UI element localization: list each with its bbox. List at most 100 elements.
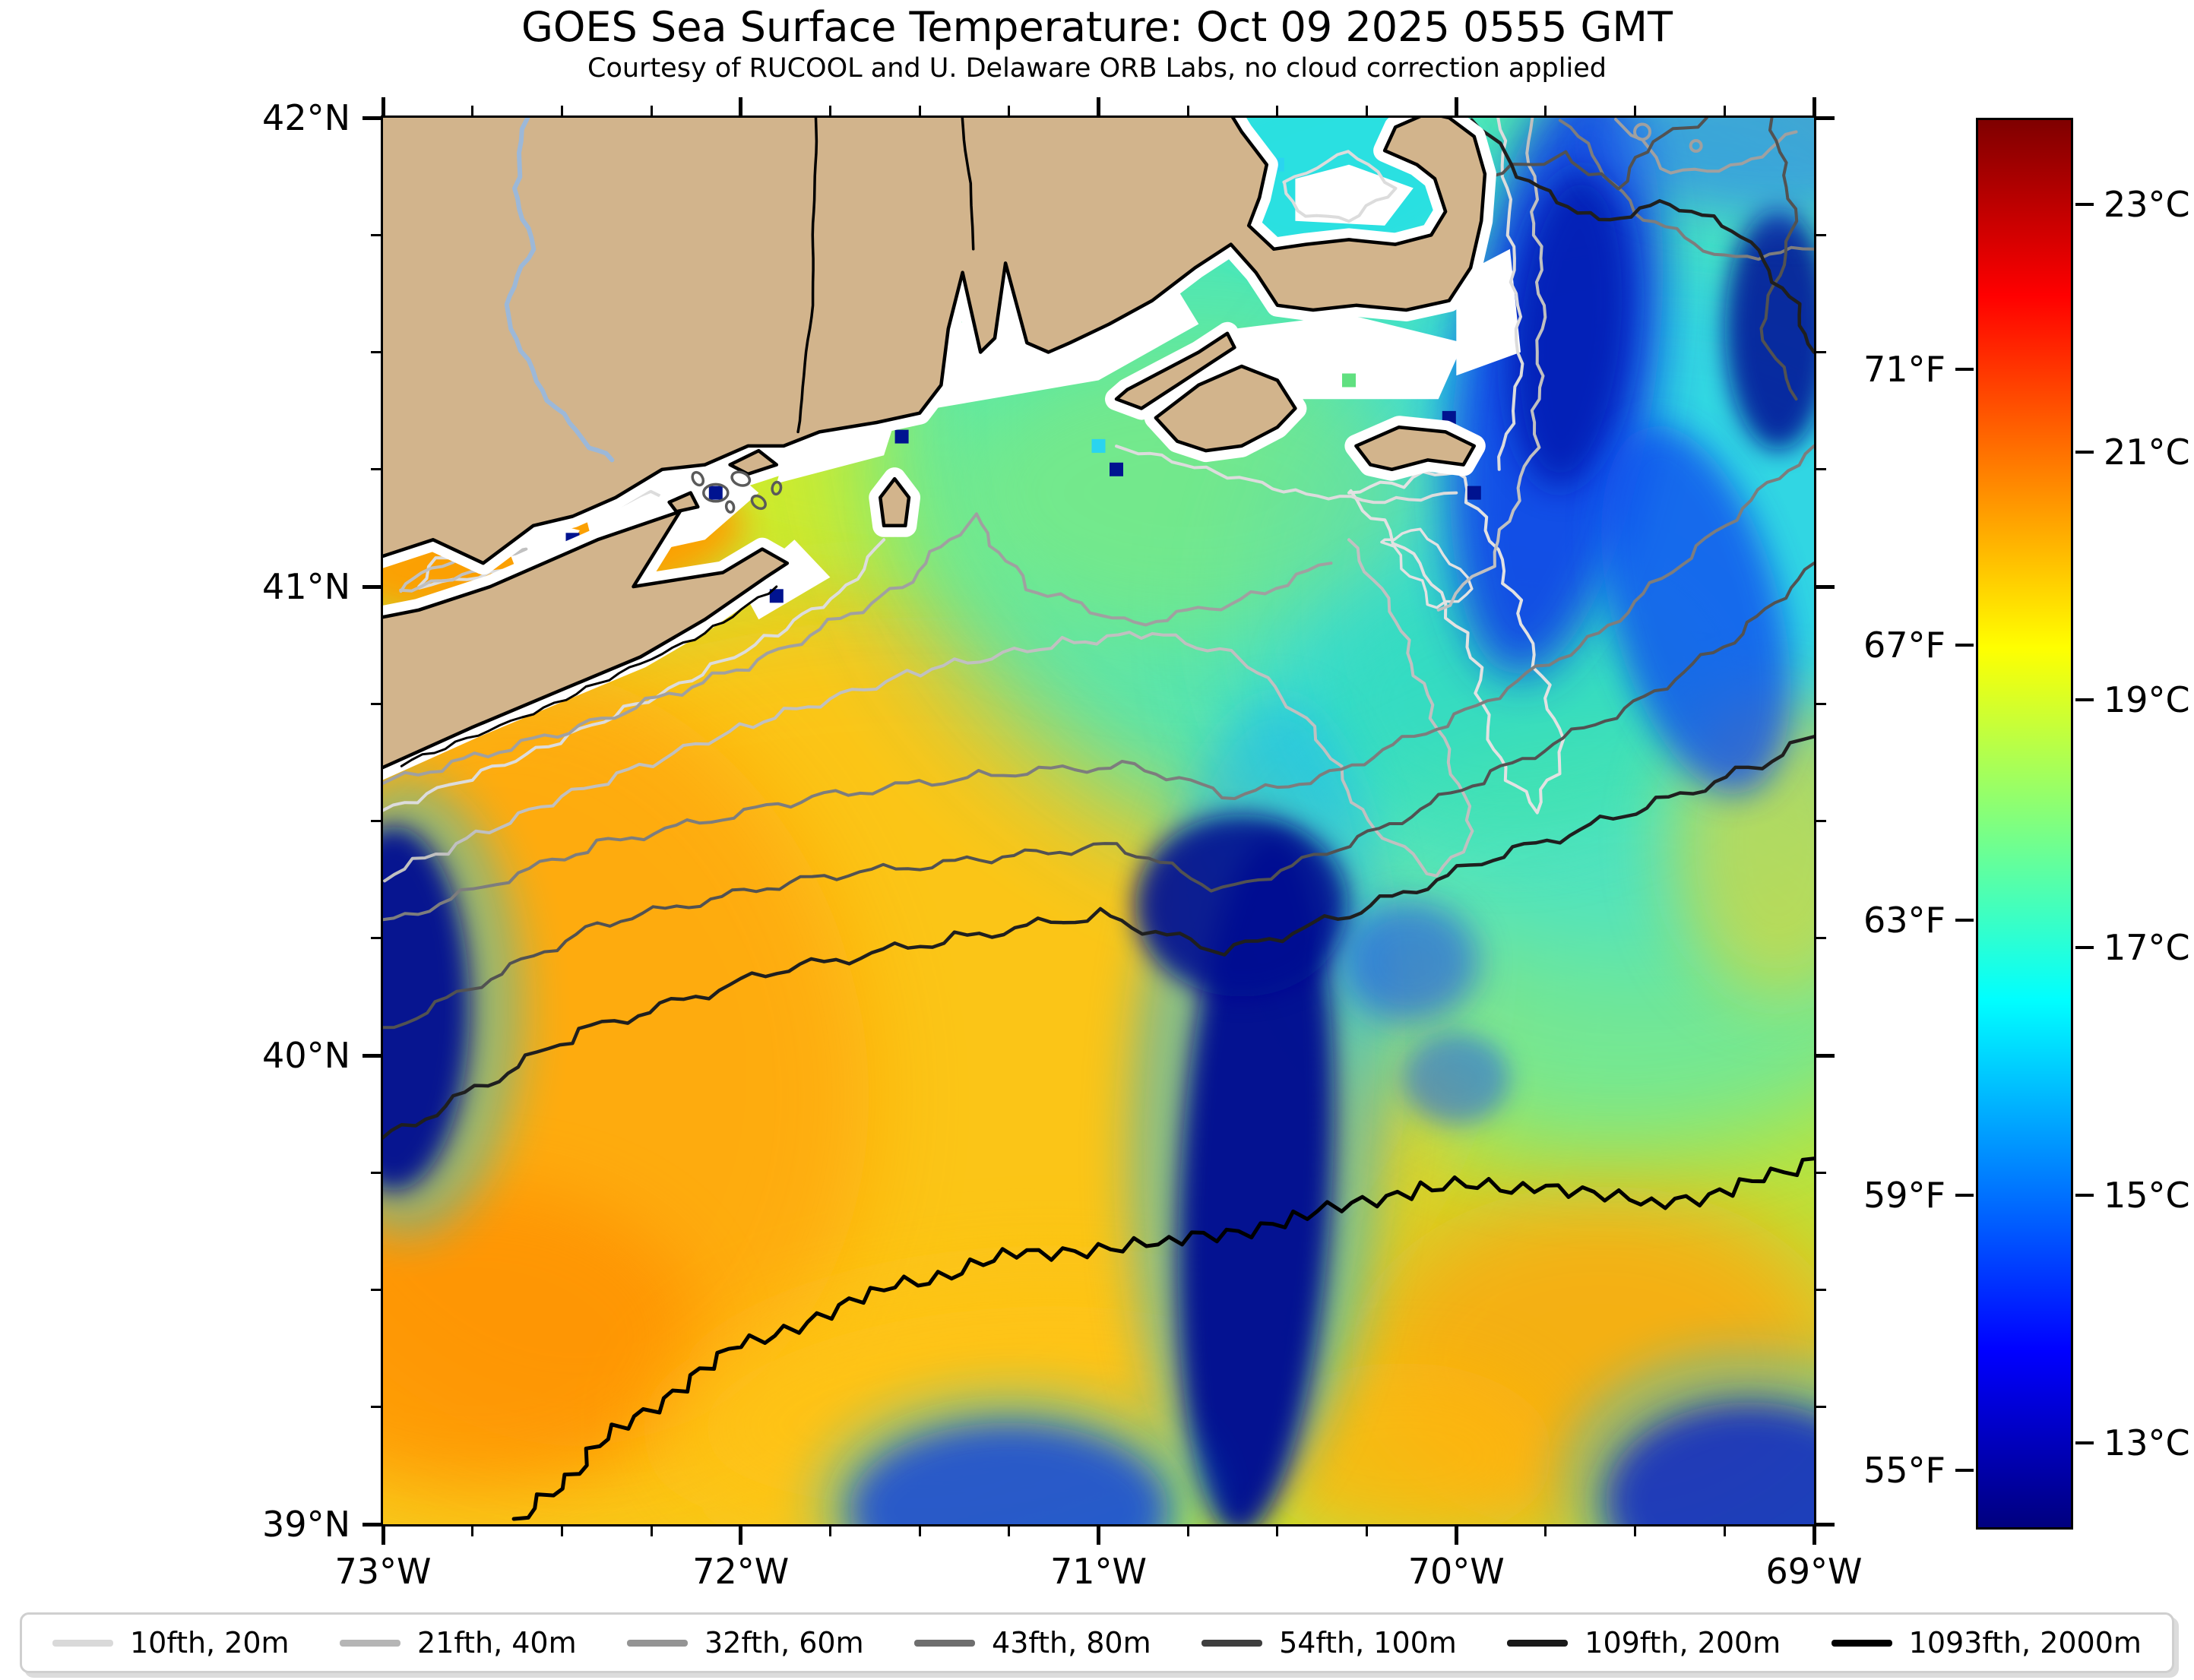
axis-tick [371,702,381,705]
axis-tick [1097,97,1100,115]
axis-tick [371,937,381,940]
colorbar-tick [2075,698,2094,702]
colorbar-celsius-label: 15°C [2104,1174,2190,1216]
axis-tick [1816,1171,1826,1174]
lon-tick-label: 71°W [1050,1551,1148,1592]
legend-label: 43fth, 80m [992,1626,1151,1659]
axis-tick [1816,233,1826,236]
legend-item: 32fth, 60m [627,1626,864,1659]
lat-tick-label: 40°N [262,1035,350,1076]
lon-tick-label: 70°W [1407,1551,1505,1592]
axis-tick [1816,1522,1835,1527]
colorbar [1976,118,2073,1530]
legend-contour-line-swatch [340,1639,401,1647]
axis-tick [1812,1527,1816,1545]
axis-tick [560,106,563,115]
lon-tick-label: 69°W [1765,1551,1863,1592]
axis-tick [1723,106,1726,115]
axis-tick [1816,1406,1826,1409]
page-title: GOES Sea Surface Temperature: Oct 09 202… [521,3,1673,51]
axis-tick [371,820,381,822]
colorbar-celsius-label: 21°C [2104,432,2190,473]
axis-tick [828,1527,831,1536]
colorbar-tick [1955,1193,1974,1197]
colorbar-celsius-label: 13°C [2104,1422,2190,1463]
legend-contour-line-swatch [627,1639,689,1647]
axis-tick [1816,584,1835,589]
colorbar-celsius-label: 17°C [2104,926,2190,968]
axis-tick [371,233,381,236]
axis-tick [1008,1527,1011,1536]
legend-item: 109fth, 200m [1507,1626,1781,1659]
legend-item: 21fth, 40m [340,1626,577,1659]
colorbar-tick [1955,368,1974,372]
colorbar-tick [2075,451,2094,454]
colorbar-tick [2075,945,2094,949]
axis-tick [739,97,743,115]
axis-tick [1634,1527,1637,1536]
legend-item: 10fth, 20m [52,1626,290,1659]
colorbar-tick [2075,1441,2094,1444]
colorbar-tick [1955,643,1974,647]
axis-tick [918,1527,921,1536]
legend-contour-line-swatch [914,1639,976,1647]
legend-label: 32fth, 60m [704,1626,864,1659]
lat-tick-label: 42°N [262,97,350,138]
axis-tick [1544,106,1547,115]
colorbar-tick [1955,918,1974,922]
axis-tick [1008,106,1011,115]
axis-tick [1097,1527,1100,1545]
axis-tick [371,1171,381,1174]
axis-tick [471,1527,474,1536]
colorbar-fahrenheit-label: 67°F [1863,624,1945,666]
axis-tick [1816,702,1826,705]
legend-label: 1093fth, 2000m [1908,1626,2142,1659]
lon-tick-label: 72°W [692,1551,790,1592]
legend-item: 1093fth, 2000m [1831,1626,2142,1659]
lon-tick-label: 73°W [334,1551,432,1592]
colorbar-fahrenheit-label: 71°F [1863,349,1945,391]
colorbar-fahrenheit-label: 55°F [1863,1450,1945,1492]
axis-tick [560,1527,563,1536]
axis-tick [363,1522,381,1527]
axis-tick [1276,106,1279,115]
axis-tick [739,1527,743,1545]
rivers-and-borders [504,118,975,463]
axis-tick [1816,820,1826,822]
axis-tick [1816,468,1826,471]
lat-tick-label: 39°N [262,1504,350,1545]
axis-tick [1816,351,1826,353]
axis-tick [1454,1527,1458,1545]
axis-tick [471,106,474,115]
legend-item: 54fth, 100m [1201,1626,1457,1659]
axis-tick [371,468,381,471]
colorbar-tick [2075,203,2094,207]
axis-tick [371,1406,381,1409]
axis-tick [1276,1527,1279,1536]
race-deep-contour-cluster [691,470,783,514]
map-plot-area [381,115,1816,1527]
axis-tick [1816,115,1835,120]
axis-tick [1723,1527,1726,1536]
axis-tick [650,1527,653,1536]
axis-tick [650,106,653,115]
legend-label: 21fth, 40m [417,1626,577,1659]
axis-tick [1634,106,1637,115]
axis-tick [1186,106,1189,115]
axis-tick [363,584,381,589]
axis-tick [1366,106,1369,115]
axis-tick [1366,1527,1369,1536]
legend-label: 10fth, 20m [130,1626,290,1659]
legend-contour-line-swatch [1201,1639,1263,1647]
colorbar-celsius-label: 19°C [2104,679,2190,721]
axis-tick [363,1053,381,1058]
colorbar-tick [1955,1469,1974,1473]
legend-contour-line-swatch [1831,1639,1892,1647]
axis-tick [371,1289,381,1291]
axis-tick [381,97,385,115]
axis-tick [1454,97,1458,115]
contour-legend: 10fth, 20m 21fth, 40m 32fth, 60m 43fth, 80m… [20,1612,2174,1673]
axis-tick [371,351,381,353]
colorbar-fahrenheit-label: 59°F [1863,1174,1945,1216]
